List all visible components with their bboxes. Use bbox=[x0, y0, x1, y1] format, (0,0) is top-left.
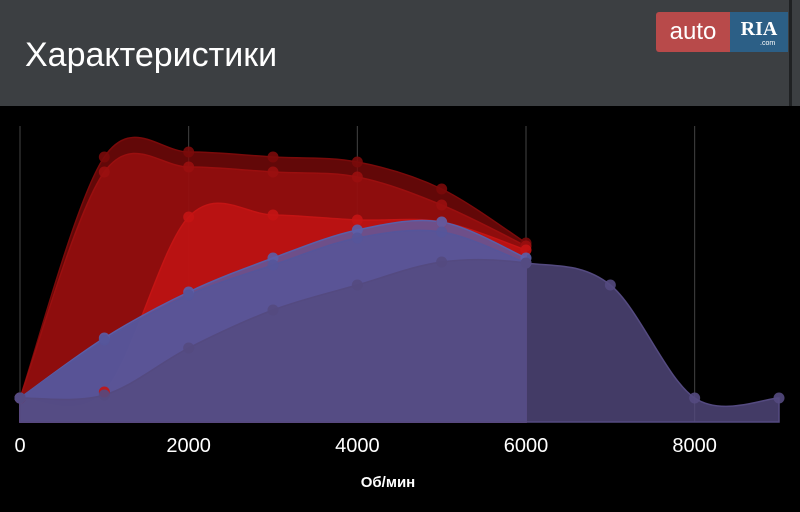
point bbox=[436, 216, 448, 228]
point bbox=[98, 166, 110, 178]
point bbox=[689, 392, 701, 404]
x-tick-label: 0 bbox=[14, 435, 25, 457]
point bbox=[183, 289, 195, 301]
point bbox=[267, 209, 279, 221]
x-tick-label: 6000 bbox=[504, 435, 549, 457]
x-tick-label: 2000 bbox=[166, 435, 211, 457]
point bbox=[267, 304, 279, 316]
page-title: Характеристики bbox=[25, 36, 278, 74]
point bbox=[351, 214, 363, 226]
point bbox=[351, 224, 363, 236]
logo[interactable]: auto bbox=[656, 12, 730, 52]
point bbox=[267, 166, 279, 178]
point bbox=[183, 211, 195, 223]
point bbox=[520, 244, 532, 256]
chart: Об/мин 0 2000 4000 6000 8000 bbox=[14, 126, 785, 491]
point bbox=[183, 146, 195, 158]
point bbox=[436, 199, 448, 211]
point bbox=[14, 392, 26, 404]
x-axis-label: Об/мин bbox=[361, 474, 415, 491]
point bbox=[436, 256, 448, 268]
logo[interactable]: RIA bbox=[730, 12, 788, 52]
point bbox=[436, 226, 448, 238]
x-tick-label: 8000 bbox=[672, 435, 717, 457]
scrollbar bbox=[789, 0, 792, 106]
point bbox=[351, 156, 363, 168]
area bbox=[19, 258, 780, 423]
point bbox=[267, 259, 279, 271]
logo-domain: .com bbox=[760, 40, 776, 47]
point bbox=[436, 183, 448, 195]
header: Характеристики auto RIA .com bbox=[0, 0, 800, 106]
point bbox=[98, 389, 110, 401]
point bbox=[773, 392, 785, 404]
point bbox=[183, 342, 195, 354]
point bbox=[98, 334, 110, 346]
point bbox=[351, 171, 363, 183]
point bbox=[98, 151, 110, 163]
point bbox=[351, 232, 363, 244]
point bbox=[267, 151, 279, 163]
point bbox=[520, 257, 532, 269]
point bbox=[351, 279, 363, 291]
x-tick-label: 4000 bbox=[335, 435, 380, 457]
point bbox=[183, 161, 195, 173]
point bbox=[604, 279, 616, 291]
